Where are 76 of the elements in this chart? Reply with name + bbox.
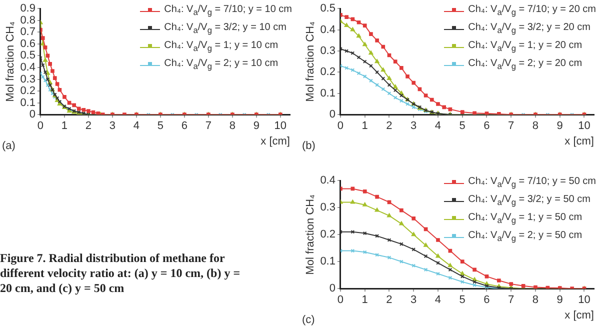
x-tick-label: 10 <box>578 120 590 132</box>
legend-label: Ch₄: V$_{a}$/V$_{g}$ = 7/10; y = 20 cm <box>468 3 596 19</box>
x-tick-label: 8 <box>532 120 539 132</box>
x-tick-label: 4 <box>434 120 442 132</box>
x-tick-label: 8 <box>532 294 539 306</box>
x-tick-label: 7 <box>508 294 514 306</box>
x-tick-label: 7 <box>205 120 212 132</box>
y-tick-label: 0.5 <box>20 50 36 62</box>
y-tick-label: 0.1 <box>320 87 336 100</box>
legend-label: Ch₄: V$_{a}$/V$_{g}$ = 3/2; y = 50 cm <box>468 193 590 209</box>
text: (c) <box>302 314 315 326</box>
x-tick-label: 10 <box>274 120 287 132</box>
y-tick-label: 0.9 <box>20 2 36 15</box>
x-tick-label: 0 <box>37 120 44 132</box>
y-tick-label: 0.4 <box>320 174 336 187</box>
x-tick-label: 2 <box>386 294 392 306</box>
x-tick-label: 0 <box>337 294 344 306</box>
x-tick-label: 6 <box>484 120 490 132</box>
text: (a) <box>2 140 16 152</box>
x-tick-label: 2 <box>85 120 92 132</box>
x-tick-label: 6 <box>181 120 188 132</box>
x-tick-label: 6 <box>484 294 490 306</box>
y-tick-label: 0.5 <box>320 2 336 15</box>
y-tick-label: 0 <box>329 108 336 121</box>
y-tick-label: 0.4 <box>20 62 36 74</box>
x-tick-label: 7 <box>508 120 514 132</box>
legend-label: Ch₄: V$_{a}$/V$_{g}$ = 1; y = 20 cm <box>468 39 582 55</box>
x-axis-title: x [cm] <box>564 309 594 322</box>
x-tick-label: 5 <box>459 294 466 306</box>
caption: Figure 7. Radial distribution of methane for different velocity ratio at: (a) y = 10 cm, (b) y = 20 cm, and (c) y = 50 cm <box>0 251 242 296</box>
x-tick-label: 2 <box>386 120 392 132</box>
text: (b) <box>302 140 316 152</box>
legend-label: Ch₄: V$_{a}$/V$_{g}$ = 3/2; y = 20 cm <box>468 21 590 37</box>
x-tick-label: 9 <box>556 294 563 306</box>
x-axis-title: x [cm] <box>260 135 290 148</box>
legend-label: Ch₄: V$_{a}$/V$_{g}$ = 2; y = 10 cm <box>164 57 278 73</box>
y-tick-label: 0.4 <box>320 24 336 36</box>
legend-label: Ch₄: V$_{a}$/V$_{g}$ = 7/10; y = 50 cm <box>468 175 596 191</box>
x-axis-title: x [cm] <box>564 135 594 148</box>
y-tick-label: 0.2 <box>20 85 36 98</box>
x-tick-label: 1 <box>362 294 368 306</box>
legend-label: Ch₄: V$_{a}$/V$_{g}$ = 1; y = 10 cm <box>164 39 278 55</box>
y-axis-title: Mol fraction CH₄ <box>304 194 317 275</box>
x-tick-label: 5 <box>459 120 466 132</box>
y-tick-label: 0 <box>29 108 36 121</box>
y-tick-label: 0 <box>329 282 336 295</box>
legend-label: Ch₄: V$_{a}$/V$_{g}$ = 1; y = 50 cm <box>468 211 582 227</box>
x-tick-label: 4 <box>434 294 442 306</box>
legend-label: Ch₄: V$_{a}$/V$_{g}$ = 7/10; y = 10 cm <box>164 3 292 19</box>
x-tick-label: 3 <box>109 120 116 132</box>
legend-label: Ch₄: V$_{a}$/V$_{g}$ = 3/2; y = 10 cm <box>164 21 286 37</box>
y-tick-label: 0.3 <box>20 73 36 86</box>
legend-label: Ch₄: V$_{a}$/V$_{g}$ = 2; y = 50 cm <box>468 229 582 245</box>
x-tick-label: 3 <box>410 120 417 132</box>
y-axis-title: Mol fraction CH₄ <box>304 20 317 102</box>
y-axis-title: Mol fraction CH₄ <box>4 20 17 102</box>
x-tick-label: 5 <box>157 120 164 132</box>
x-tick-label: 1 <box>61 120 68 132</box>
y-tick-label: 0.3 <box>320 45 336 58</box>
x-tick-label: 10 <box>578 294 590 306</box>
x-tick-label: 4 <box>133 120 140 132</box>
y-tick-label: 0.1 <box>320 256 336 268</box>
x-tick-label: 9 <box>253 120 260 132</box>
x-tick-label: 0 <box>337 120 344 132</box>
legend-label: Ch₄: V$_{a}$/V$_{g}$ = 2; y = 20 cm <box>468 57 582 73</box>
x-tick-label: 9 <box>556 120 563 132</box>
y-tick-label: 0.2 <box>320 228 336 241</box>
y-tick-label: 0.7 <box>20 26 36 38</box>
x-tick-label: 3 <box>410 294 417 306</box>
y-tick-label: 0.6 <box>20 38 36 50</box>
y-tick-label: 0.1 <box>20 96 36 109</box>
y-tick-label: 0.3 <box>320 202 336 214</box>
y-tick-label: 0.2 <box>320 66 336 78</box>
x-tick-label: 1 <box>362 120 368 132</box>
y-tick-label: 0.8 <box>20 14 36 26</box>
x-tick-label: 8 <box>229 120 236 132</box>
